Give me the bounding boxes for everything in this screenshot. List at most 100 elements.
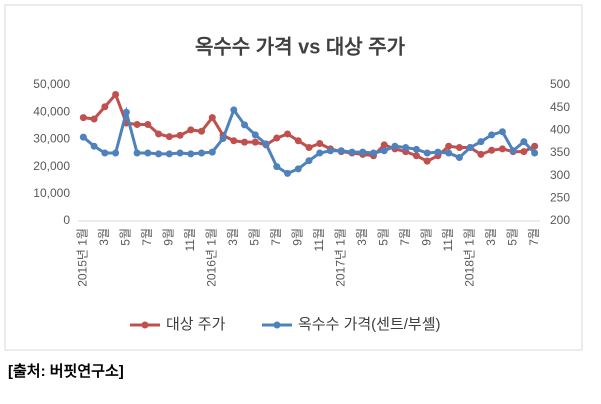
source: [출처: 버핏연구소] (8, 363, 124, 380)
marker (198, 127, 206, 135)
marker (488, 131, 496, 139)
x-tick-label: 9월 (290, 228, 304, 246)
marker (359, 148, 367, 156)
marker (112, 91, 120, 99)
marker (520, 148, 528, 156)
marker (348, 148, 356, 156)
marker (241, 121, 249, 129)
marker (251, 131, 259, 139)
x-tick-label: 5월 (376, 228, 390, 246)
y-tick-label: 40,000 (33, 104, 70, 118)
y-tick-label: 0 (63, 213, 70, 227)
marker (165, 150, 173, 158)
marker (101, 149, 109, 157)
marker (423, 149, 431, 157)
marker (305, 144, 313, 152)
legend-marker (273, 321, 281, 329)
marker (445, 142, 453, 150)
marker (477, 138, 485, 146)
marker (520, 138, 528, 146)
marker (294, 165, 302, 173)
y-tick-label: 30,000 (33, 132, 70, 146)
x-tick-label: 11월 (312, 228, 326, 252)
marker (273, 134, 281, 142)
chart-border (4, 4, 583, 351)
marker (455, 144, 463, 152)
marker (412, 152, 420, 160)
y2-tick-label: 300 (550, 168, 570, 182)
y2-tick-label: 400 (550, 123, 570, 137)
x-tick-label: 7월 (269, 228, 283, 246)
x-tick-label: 2016년 1월 (204, 228, 218, 287)
x-tick-label: 9월 (419, 228, 433, 246)
marker (208, 114, 216, 122)
marker (498, 128, 506, 136)
y2-tick-label: 250 (550, 191, 570, 205)
x-tick-label: 3월 (226, 228, 240, 246)
marker (187, 150, 195, 158)
marker (155, 150, 163, 158)
marker (284, 169, 292, 177)
marker (477, 150, 485, 158)
marker (445, 149, 453, 157)
marker (369, 149, 377, 157)
marker (176, 131, 184, 139)
marker (133, 120, 141, 128)
y2-tick-label: 200 (550, 213, 570, 227)
x-tick-label: 3월 (97, 228, 111, 246)
marker (531, 142, 539, 150)
marker (305, 157, 313, 165)
marker (230, 137, 238, 145)
y2-tick-label: 450 (550, 100, 570, 114)
x-tick-label: 3월 (484, 228, 498, 246)
marker (122, 108, 130, 116)
legend-label: 옥수수 가격(센트/부셸) (298, 316, 441, 333)
marker (509, 147, 517, 155)
legend-label: 대상 주가 (166, 316, 226, 333)
x-tick-label: 3월 (355, 228, 369, 246)
y2-tick-label: 350 (550, 145, 570, 159)
marker (198, 149, 206, 157)
marker (144, 149, 152, 157)
marker (455, 154, 463, 162)
marker (176, 149, 184, 157)
marker (498, 145, 506, 153)
marker (251, 138, 259, 146)
marker (294, 137, 302, 145)
marker (488, 146, 496, 154)
x-tick-label: 7월 (398, 228, 412, 246)
legend-marker (141, 321, 149, 329)
marker (144, 120, 152, 128)
y2-tick-label: 500 (550, 77, 570, 91)
marker (316, 139, 324, 147)
marker (412, 145, 420, 153)
marker (423, 157, 431, 165)
marker (230, 106, 238, 114)
x-tick-label: 5월 (119, 228, 133, 246)
marker (90, 115, 98, 123)
marker (241, 138, 249, 146)
chart-title: 옥수수 가격 vs 대상 주가 (195, 35, 406, 58)
y-tick-label: 20,000 (33, 159, 70, 173)
marker (391, 142, 399, 150)
marker (155, 130, 163, 138)
marker (337, 147, 345, 155)
marker (79, 114, 87, 122)
marker (531, 149, 539, 157)
marker (133, 149, 141, 157)
y-tick-label: 10,000 (33, 186, 70, 200)
x-tick-label: 5월 (247, 228, 261, 246)
marker (380, 141, 388, 149)
marker (380, 147, 388, 155)
marker (434, 148, 442, 156)
y-tick-label: 50,000 (33, 77, 70, 91)
marker (101, 103, 109, 111)
marker (262, 140, 270, 148)
marker (273, 163, 281, 171)
marker (326, 147, 334, 155)
marker (208, 148, 216, 156)
marker (112, 149, 120, 157)
x-tick-label: 7월 (527, 228, 541, 246)
x-tick-label: 2017년 1월 (333, 228, 347, 287)
